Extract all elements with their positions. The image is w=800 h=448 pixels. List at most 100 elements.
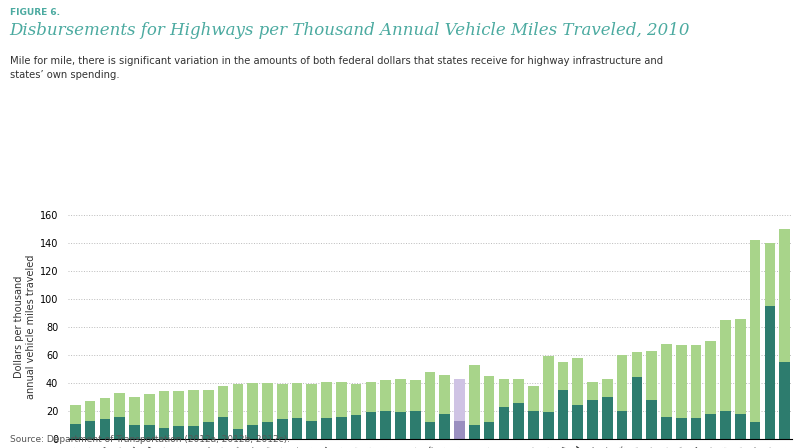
Bar — [558, 362, 568, 390]
Bar — [247, 425, 258, 439]
Bar — [484, 376, 494, 422]
Text: Mile for mile, there is significant variation in the amounts of both federal dol: Mile for mile, there is significant vari… — [10, 56, 662, 80]
Bar — [720, 320, 731, 411]
Bar — [454, 421, 465, 439]
Bar — [617, 411, 627, 439]
Bar — [750, 240, 760, 422]
Bar — [735, 414, 746, 439]
Bar — [676, 418, 686, 439]
Bar — [233, 429, 243, 439]
Bar — [661, 344, 672, 417]
Bar — [114, 393, 125, 417]
Bar — [735, 319, 746, 414]
Bar — [602, 397, 613, 439]
Bar — [292, 418, 302, 439]
Bar — [498, 379, 509, 407]
Bar — [425, 422, 435, 439]
Bar — [587, 382, 598, 400]
Bar — [366, 413, 376, 439]
Text: Source: Department of Transportation (2012a, 2012b, 2012c).: Source: Department of Transportation (20… — [10, 435, 290, 444]
Bar — [203, 390, 214, 422]
Bar — [528, 411, 538, 439]
Bar — [558, 390, 568, 439]
Bar — [380, 411, 391, 439]
Bar — [144, 394, 154, 425]
Bar — [454, 379, 465, 421]
Bar — [528, 386, 538, 411]
Bar — [174, 392, 184, 426]
Bar — [351, 384, 362, 415]
Bar — [484, 422, 494, 439]
Bar — [676, 345, 686, 418]
Bar — [646, 351, 657, 400]
Bar — [587, 400, 598, 439]
Bar — [395, 379, 406, 413]
Bar — [425, 372, 435, 422]
Bar — [631, 377, 642, 439]
Bar — [543, 357, 554, 413]
Bar — [617, 355, 627, 411]
Bar — [410, 411, 421, 439]
Bar — [188, 390, 199, 426]
Bar — [366, 382, 376, 413]
Bar — [336, 382, 346, 417]
Bar — [158, 428, 170, 439]
Bar — [720, 411, 731, 439]
Bar — [129, 425, 140, 439]
Bar — [85, 421, 95, 439]
Bar — [439, 414, 450, 439]
Bar — [262, 422, 273, 439]
Bar — [188, 426, 199, 439]
Bar — [306, 421, 317, 439]
Bar — [573, 405, 583, 439]
Bar — [573, 358, 583, 405]
Bar — [646, 400, 657, 439]
Bar — [498, 407, 509, 439]
Bar — [514, 403, 524, 439]
Bar — [203, 422, 214, 439]
Bar — [469, 365, 480, 425]
Bar — [706, 341, 716, 414]
Bar — [514, 379, 524, 403]
Bar — [661, 417, 672, 439]
Bar — [779, 229, 790, 362]
Bar — [469, 425, 480, 439]
Bar — [70, 424, 81, 439]
Bar — [292, 383, 302, 418]
Bar — [262, 383, 273, 422]
Bar — [144, 425, 154, 439]
Bar — [277, 384, 287, 419]
Bar — [765, 243, 775, 306]
Bar — [129, 397, 140, 425]
Bar — [543, 413, 554, 439]
Bar — [779, 362, 790, 439]
Bar — [233, 384, 243, 429]
Bar — [306, 384, 317, 421]
Bar — [765, 306, 775, 439]
Bar — [322, 418, 332, 439]
Bar — [218, 417, 229, 439]
Text: FIGURE 6.: FIGURE 6. — [10, 8, 59, 17]
Bar — [247, 383, 258, 425]
Bar — [410, 380, 421, 411]
Bar — [690, 418, 702, 439]
Bar — [380, 380, 391, 411]
Bar — [750, 422, 760, 439]
Bar — [706, 414, 716, 439]
Bar — [85, 401, 95, 421]
Bar — [158, 392, 170, 428]
Bar — [100, 419, 110, 439]
Bar — [277, 419, 287, 439]
Bar — [690, 345, 702, 418]
Bar — [336, 417, 346, 439]
Bar — [218, 386, 229, 417]
Bar — [322, 382, 332, 418]
Bar — [351, 415, 362, 439]
Bar — [439, 375, 450, 414]
Bar — [70, 405, 81, 424]
Y-axis label: Dollars per thousand
annual vehicle miles traveled: Dollars per thousand annual vehicle mile… — [14, 255, 36, 399]
Bar — [631, 352, 642, 377]
Bar — [100, 398, 110, 419]
Bar — [174, 426, 184, 439]
Bar — [395, 413, 406, 439]
